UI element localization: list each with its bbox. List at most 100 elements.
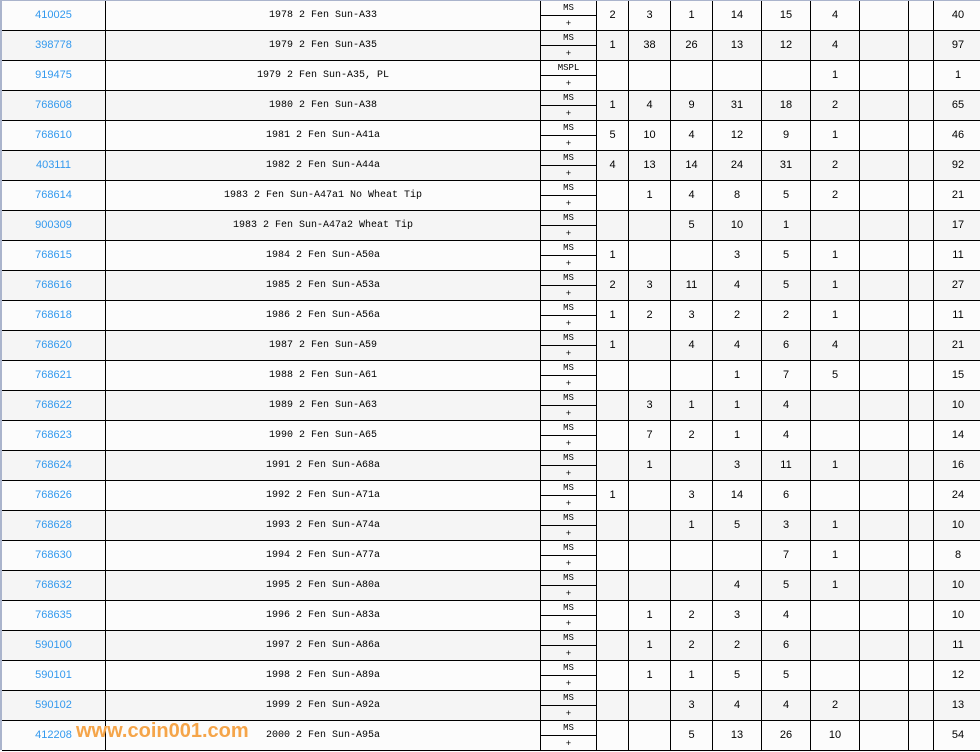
grade-cell: MS + (540, 451, 596, 480)
grade-count-cell: 1 (761, 211, 810, 240)
coin-id-link[interactable]: 768614 (35, 189, 72, 201)
plus-label: + (565, 349, 572, 359)
grade-count-cell: 38 (628, 31, 670, 60)
coin-id-link[interactable]: 768615 (35, 249, 72, 261)
grade-label: MS (541, 361, 596, 376)
coin-id-link[interactable]: 768610 (35, 129, 72, 141)
coin-id-link[interactable]: 768622 (35, 399, 72, 411)
grade-count-cell: 7 (761, 361, 810, 390)
grade-count-cell (596, 601, 628, 630)
coin-id-link[interactable]: 768624 (35, 459, 72, 471)
grade-label: MS (541, 211, 596, 226)
plus-label: + (565, 169, 572, 179)
grade-label: MS (541, 121, 596, 136)
grade-count-cell (859, 151, 908, 180)
grade-count-cell (628, 241, 670, 270)
total-cell: 12 (933, 661, 980, 690)
coin-id-link[interactable]: 900309 (35, 219, 72, 231)
grade-count-cell: 13 (628, 151, 670, 180)
coin-id-link[interactable]: 768628 (35, 519, 72, 531)
grade-count-cell (596, 61, 628, 90)
plus-label: + (565, 259, 572, 269)
grade-label: MS (541, 391, 596, 406)
grade-count-cell (908, 511, 933, 540)
grade-cell: MS + (540, 241, 596, 270)
coin-id-link[interactable]: 590100 (35, 639, 72, 651)
coin-id-link[interactable]: 768620 (35, 339, 72, 351)
grade-count-cell: 3 (670, 691, 712, 720)
grade-count-cell (670, 571, 712, 600)
grade-count-cell: 1 (596, 481, 628, 510)
grade-count-cell: 31 (761, 151, 810, 180)
grade-count-cell: 1 (712, 391, 761, 420)
grade-count-cell (628, 61, 670, 90)
coin-id-link[interactable]: 768632 (35, 579, 72, 591)
coin-id-link[interactable]: 768616 (35, 279, 72, 291)
coin-id-cell: 403111 (2, 151, 105, 180)
coin-id-link[interactable]: 590101 (35, 669, 72, 681)
total-cell: 97 (933, 31, 980, 60)
grade-count-cell: 2 (761, 301, 810, 330)
coin-id-link[interactable]: 403111 (35, 159, 72, 171)
grade-count-cell (859, 571, 908, 600)
grade-count-cell (670, 361, 712, 390)
grade-count-cell: 4 (761, 391, 810, 420)
grade-count-cell (859, 181, 908, 210)
coin-id-link[interactable]: 768630 (35, 549, 72, 561)
grade-count-cell: 3 (712, 241, 761, 270)
plus-label: + (565, 679, 572, 689)
grade-count-cell: 31 (712, 91, 761, 120)
total-cell: 17 (933, 211, 980, 240)
grade-cell: MS + (540, 331, 596, 360)
coin-id-link[interactable]: 410025 (35, 9, 72, 21)
grade-count-cell: 1 (712, 361, 761, 390)
grade-count-cell: 1 (670, 1, 712, 30)
grade-cell: MS + (540, 271, 596, 300)
coin-id-cell: 768620 (2, 331, 105, 360)
grade-count-cell (628, 541, 670, 570)
grade-count-cell: 1 (628, 661, 670, 690)
grade-count-cell: 5 (761, 571, 810, 600)
coin-id-link[interactable]: 768621 (35, 369, 72, 381)
coin-id-link[interactable]: 412208 (35, 729, 72, 741)
grade-label: MS (541, 271, 596, 286)
grade-count-cell (859, 31, 908, 60)
grade-count-cell: 5 (810, 361, 859, 390)
coin-id-link[interactable]: 768635 (35, 609, 72, 621)
table-row: 410025 1978 2 Fen Sun-A33 MS +2 3 1 14 15 4 40 (2, 1, 980, 31)
total-cell: 10 (933, 391, 980, 420)
coin-id-link[interactable]: 919475 (35, 69, 72, 81)
grade-count-cell (596, 511, 628, 540)
coin-description: 1979 2 Fen Sun-A35, PL (105, 61, 540, 90)
table-row: 919475 1979 2 Fen Sun-A35, PL MSPL +1 1 (2, 61, 980, 91)
coin-id-link[interactable]: 398778 (35, 39, 72, 51)
coin-id-link[interactable]: 590102 (35, 699, 72, 711)
grade-count-cell: 24 (712, 151, 761, 180)
grade-cell: MS + (540, 181, 596, 210)
coin-id-link[interactable]: 768623 (35, 429, 72, 441)
coin-id-link[interactable]: 768608 (35, 99, 72, 111)
grade-count-cell (596, 541, 628, 570)
grade-count-cell (908, 391, 933, 420)
grade-count-cell: 1 (810, 61, 859, 90)
grade-count-cell: 1 (810, 301, 859, 330)
grade-cell: MS + (540, 721, 596, 750)
grade-count-cell: 3 (670, 301, 712, 330)
grade-label: MS (541, 631, 596, 646)
coin-id-cell: 768623 (2, 421, 105, 450)
coin-id-link[interactable]: 768626 (35, 489, 72, 501)
grade-count-cell (810, 391, 859, 420)
grade-count-cell (859, 301, 908, 330)
grade-count-cell (810, 421, 859, 450)
grade-count-cell (859, 271, 908, 300)
grade-count-cell (859, 121, 908, 150)
grade-count-cell (859, 421, 908, 450)
grade-count-cell: 4 (670, 331, 712, 360)
grade-count-cell: 4 (670, 181, 712, 210)
grade-cell: MS + (540, 391, 596, 420)
coin-id-link[interactable]: 768618 (35, 309, 72, 321)
grade-cell: MS + (540, 301, 596, 330)
table-row: 768615 1984 2 Fen Sun-A50a MS +1 3 5 1 11 (2, 241, 980, 271)
grade-count-cell: 4 (761, 421, 810, 450)
grade-count-cell: 5 (670, 721, 712, 750)
